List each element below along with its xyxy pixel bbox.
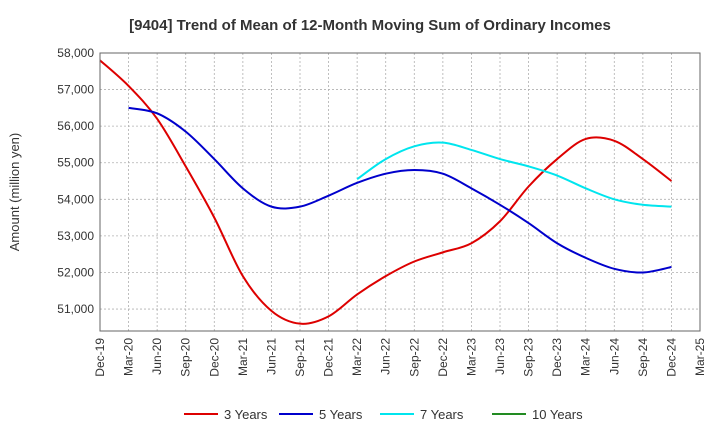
x-tick-label: Dec-22 xyxy=(436,338,450,377)
x-tick-label: Mar-23 xyxy=(464,338,478,376)
x-tick-label: Mar-25 xyxy=(693,338,707,376)
x-tick-label: Dec-19 xyxy=(93,338,107,377)
legend-label: 3 Years xyxy=(224,407,268,422)
x-tick-label: Jun-20 xyxy=(150,338,164,375)
y-tick-label: 57,000 xyxy=(57,83,94,97)
plot-frame xyxy=(99,52,701,332)
x-tick-label: Jun-22 xyxy=(379,338,393,375)
x-tick-label: Jun-21 xyxy=(264,338,278,375)
y-tick-label: 53,000 xyxy=(57,229,94,243)
y-tick-label: 58,000 xyxy=(57,46,94,60)
legend: 3 Years 5 Years 7 Years 10 Years xyxy=(184,407,583,422)
x-tick-label: Dec-20 xyxy=(207,338,221,377)
x-tick-label: Dec-21 xyxy=(322,338,336,377)
x-tick-label: Mar-22 xyxy=(350,338,364,376)
series-line-7-years xyxy=(356,141,672,208)
legend-label: 10 Years xyxy=(532,407,583,422)
x-tick-label: Sep-23 xyxy=(522,338,536,377)
x-tick-label: Dec-23 xyxy=(550,338,564,377)
x-tick-label: Mar-24 xyxy=(579,338,593,376)
y-axis-title: Amount (million yen) xyxy=(7,133,22,252)
x-tick-label: Jun-23 xyxy=(493,338,507,375)
y-tick-label: 54,000 xyxy=(57,192,94,206)
x-tick-label: Sep-21 xyxy=(293,338,307,377)
chart-title: [9404] Trend of Mean of 12-Month Moving … xyxy=(129,17,611,34)
y-tick-label: 55,000 xyxy=(57,156,94,170)
x-tick-label: Sep-22 xyxy=(407,338,421,377)
y-tick-label: 52,000 xyxy=(57,265,94,279)
y-tick-label: 51,000 xyxy=(57,302,94,316)
axes-layer xyxy=(99,52,701,332)
series-line-3-years xyxy=(99,59,673,325)
x-tick-label: Sep-24 xyxy=(636,338,650,377)
y-tick-labels: 51,000 52,000 53,000 54,000 55,000 56,000 57,0… xyxy=(57,46,94,316)
series-layer xyxy=(99,59,673,325)
legend-label: 7 Years xyxy=(420,407,464,422)
x-tick-label: Mar-21 xyxy=(236,338,250,376)
x-tick-label: Sep-20 xyxy=(179,338,193,377)
x-tick-label: Jun-24 xyxy=(607,338,621,375)
x-tick-label: Mar-20 xyxy=(122,338,136,376)
x-tick-label: Dec-24 xyxy=(664,338,678,377)
grid-layer xyxy=(100,53,700,331)
y-tick-label: 56,000 xyxy=(57,119,94,133)
x-tick-labels: Dec-19 Mar-20 Jun-20 Sep-20 Dec-20 Mar-21 Jun-… xyxy=(93,338,707,377)
legend-label: 5 Years xyxy=(319,407,363,422)
series-line-5-years xyxy=(128,106,672,274)
